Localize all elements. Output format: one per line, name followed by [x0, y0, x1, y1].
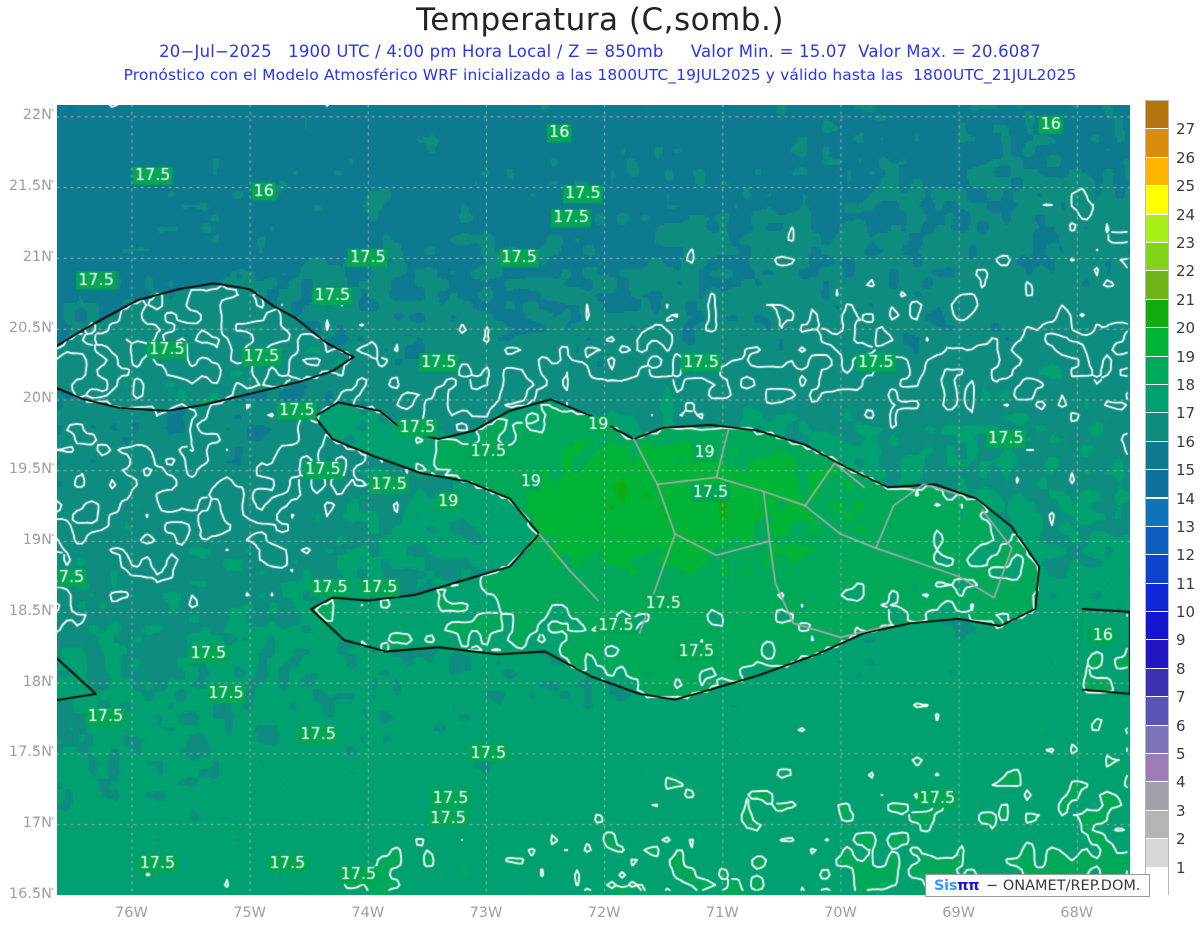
longitude-tick-label: 72W	[587, 905, 621, 921]
colorbar-tick-label: 22	[1176, 262, 1196, 281]
colorbar-tick-label: 13	[1176, 517, 1196, 536]
latitude-tick-mark: · · ·	[34, 175, 55, 191]
colorbar-tick-label: 26	[1176, 148, 1196, 167]
longitude-tick-label: 68W	[1060, 905, 1094, 921]
colorbar-band	[1146, 413, 1168, 442]
colorbar-band	[1146, 867, 1168, 896]
longitude-tick-label: 74W	[351, 905, 385, 921]
colorbar-band	[1146, 242, 1168, 272]
latitude-tick-label: 22N	[22, 107, 52, 124]
longitude-tick-label: 71W	[705, 905, 739, 921]
colorbar-tick-label: 14	[1176, 489, 1196, 508]
latitude-tick-label: 18N	[22, 673, 52, 690]
latitude-tick-label: 21N	[22, 248, 52, 265]
colorbar-tick-label: 18	[1176, 375, 1196, 394]
colorbar-band	[1146, 754, 1168, 783]
forecast-meta-line: 20−Jul−2025 1900 UTC / 4:00 pm Hora Loca…	[159, 42, 1041, 61]
colorbar-band	[1146, 271, 1168, 300]
latitude-tick-mark: · · ·	[34, 670, 55, 686]
latitude-tick-mark: · · ·	[34, 245, 55, 261]
colorbar-tick-label: 16	[1176, 432, 1196, 451]
colorbar-tick-label: 21	[1176, 290, 1196, 309]
latitude-tick-mark: · · ·	[34, 812, 55, 828]
latitude-tick-mark: · · ·	[34, 599, 55, 615]
colorbar-band	[1146, 612, 1168, 641]
latitude-tick-mark: · · ·	[34, 741, 55, 757]
colorbar-band	[1146, 668, 1168, 698]
latitude-tick-mark: · · ·	[34, 316, 55, 332]
logo-sis-text: Sis	[934, 877, 958, 894]
colorbar-band	[1146, 214, 1168, 243]
colorbar-tick-label: 23	[1176, 233, 1196, 252]
temperature-shading-canvas	[57, 105, 1130, 895]
colorbar-band	[1146, 101, 1168, 130]
latitude-tick-mark: · · ·	[34, 529, 55, 545]
colorbar-tick-label: 1	[1176, 858, 1186, 877]
colorbar-band	[1146, 810, 1168, 840]
colorbar-band	[1146, 555, 1168, 584]
latitude-tick-label: 16.5N	[8, 886, 52, 902]
latitude-tick-label: 17N	[22, 815, 52, 832]
colorbar-band	[1146, 157, 1168, 187]
colorbar-tick-label: 10	[1176, 603, 1196, 622]
colorbar-band	[1146, 526, 1168, 556]
colorbar-tick-label: 19	[1176, 347, 1196, 366]
colorbar-band	[1146, 384, 1168, 414]
colorbar-band	[1146, 356, 1168, 385]
chart-header: Temperatura (C,somb.) 20−Jul−2025 1900 U…	[0, 0, 1200, 95]
colorbar-band	[1146, 470, 1168, 499]
page-title: Temperatura (C,somb.)	[416, 2, 784, 38]
weather-map[interactable]	[57, 105, 1130, 895]
colorbar-tick-label: 24	[1176, 205, 1196, 224]
colorbar-tick-label: 7	[1176, 688, 1186, 707]
longitude-tick-label: 73W	[469, 905, 503, 921]
colorbar-band	[1146, 186, 1168, 215]
latitude-tick-label: 19.5N	[8, 461, 52, 478]
latitude-tick-label: 18.5N	[8, 602, 52, 619]
colorbar-band	[1146, 725, 1168, 755]
latitude-tick-mark: · · ·	[34, 458, 55, 474]
logo-pi-icon: ππ	[957, 877, 980, 894]
colorbar-tick-label: 3	[1176, 801, 1186, 820]
latitude-tick-label: 21.5N	[8, 178, 52, 195]
longitude-tick-label: 76W	[115, 905, 148, 921]
logo-org-text: − ONAMET/REP.DOM.	[986, 877, 1141, 894]
longitude-tick-label: 69W	[942, 905, 976, 921]
colorbar-band	[1146, 782, 1168, 811]
colorbar-band	[1146, 129, 1168, 158]
colorbar-band	[1146, 583, 1168, 613]
latitude-tick-mark: · · ·	[34, 387, 55, 403]
colorbar-tick-label: 20	[1176, 319, 1196, 338]
colorbar-tick-label: 2	[1176, 830, 1186, 849]
onamet-watermark: Sis ππ − ONAMET/REP.DOM.	[925, 874, 1150, 897]
colorbar-tick-label: 15	[1176, 461, 1196, 480]
colorbar-tick-label: 11	[1176, 574, 1196, 593]
longitude-tick-label: 75W	[233, 905, 267, 921]
colorbar-tick-label: 4	[1176, 773, 1186, 792]
colorbar-tick-label: 5	[1176, 745, 1186, 764]
latitude-tick-label: 19N	[22, 532, 52, 549]
latitude-tick-mark: · · ·	[34, 104, 55, 120]
colorbar-tick-label: 12	[1176, 546, 1196, 565]
colorbar-band	[1146, 697, 1168, 726]
colorbar-band	[1146, 839, 1168, 868]
colorbar-band	[1146, 299, 1168, 329]
colorbar-tick-label: 8	[1176, 659, 1186, 678]
longitude-tick-label: 70W	[824, 905, 857, 921]
colorbar-tick-label: 27	[1176, 120, 1196, 139]
latitude-tick-label: 17.5N	[8, 744, 52, 761]
colorbar-tick-label: 6	[1176, 716, 1186, 735]
colorbar-tick-label: 9	[1176, 631, 1186, 650]
latitude-tick-label: 20N	[22, 390, 52, 407]
latitude-tick-mark: · · ·	[34, 883, 55, 898]
forecast-model-line: Pronóstico con el Modelo Atmosférico WRF…	[123, 66, 1077, 84]
colorbar-tick-label: 25	[1176, 177, 1196, 196]
colorbar-band	[1146, 328, 1168, 357]
latitude-tick-label: 20.5N	[8, 319, 52, 336]
colorbar-band	[1146, 441, 1168, 471]
temperature-colorbar[interactable]: 27 26 25 24 23 22 21 20 19 18 17 16 15 14 13 12 11 10 9 8 7 6…	[1145, 100, 1195, 896]
colorbar-band	[1146, 498, 1168, 527]
colorbar-band	[1146, 640, 1168, 669]
colorbar-tick-label: 17	[1176, 404, 1196, 423]
